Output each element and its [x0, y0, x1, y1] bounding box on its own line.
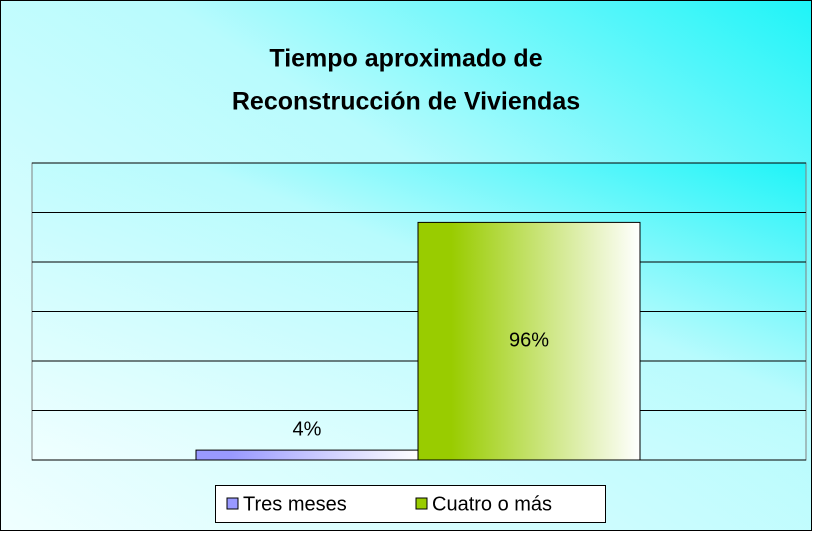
bar [195, 449, 419, 461]
bar [417, 221, 641, 461]
data-label: 96% [509, 329, 549, 351]
legend-label: Cuatro o más [432, 493, 552, 515]
chart-title: Tiempo aproximado de [269, 45, 542, 73]
legend-label: Tres meses [243, 493, 347, 515]
legend-swatch [226, 497, 239, 510]
legend [215, 485, 606, 523]
chart-title: Reconstrucción de Viviendas [232, 88, 580, 116]
data-label: 4% [293, 418, 322, 440]
legend-swatch [415, 497, 428, 510]
